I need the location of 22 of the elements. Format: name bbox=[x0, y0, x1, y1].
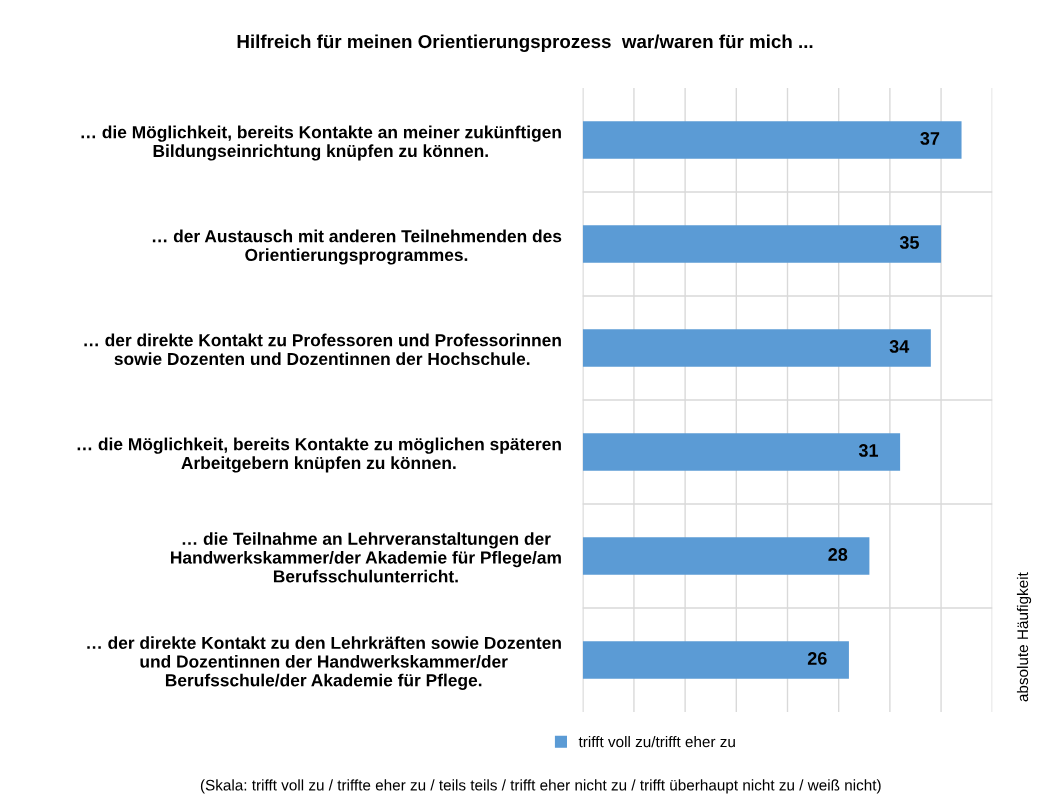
text: (Skala: trifft voll zu / triffte eher zu / teils teils / trifft eher nicht zu / trifft überhaupt nicht zu / weiß nicht) bbox=[200, 779, 881, 794]
bar bbox=[582, 225, 942, 263]
y-tick-label: … die Teilnahme an Lehrveranstaltungen der Handwerkskammer/der Akademie für Pflege/am Berufsschulunterricht. bbox=[171, 532, 561, 583]
y2-axis-title: absolute Häufigkeit bbox=[1016, 572, 1032, 702]
data-label: 35 bbox=[899, 236, 919, 249]
data-label: 31 bbox=[858, 444, 879, 457]
y-tick-label: … der direkte Kontakt zu den Lehrkräften sowie Dozenten und Dozentinnen der Handwerkskammer/der Berufsschule/der Akademie für Pflege. bbox=[87, 636, 561, 690]
y-tick-label: … die Möglichkeit, bereits Kontakte an meiner zukünftigen Bildungseinrichtung knüpfen zu können. bbox=[81, 125, 561, 161]
bar bbox=[582, 537, 870, 575]
y-tick-label: … der Austausch mit anderen Teilnehmenden des Orientierungsprogrammes. bbox=[152, 229, 562, 265]
chart-title: Hilfreich für meinen Orientierungsprozess war/waren für mich ... bbox=[237, 34, 813, 52]
data-label: 37 bbox=[920, 132, 940, 145]
data-label: 26 bbox=[807, 652, 827, 665]
y-tick-label: … der direkte Kontakt zu Professoren und Professorinnen sowie Dozenten und Dozentinnen der Hochschule. bbox=[84, 333, 561, 366]
bar bbox=[582, 641, 849, 679]
data-label: 28 bbox=[828, 548, 848, 561]
bar bbox=[582, 329, 931, 367]
data-label: 34 bbox=[889, 340, 910, 353]
y-tick-label: … die Möglichkeit, bereits Kontakte zu möglichen späteren Arbeitgebern knüpfen zu können. bbox=[77, 437, 561, 473]
bar bbox=[582, 121, 962, 159]
legend-label: trifft voll zu/trifft eher zu bbox=[578, 736, 735, 748]
bar bbox=[582, 433, 901, 471]
